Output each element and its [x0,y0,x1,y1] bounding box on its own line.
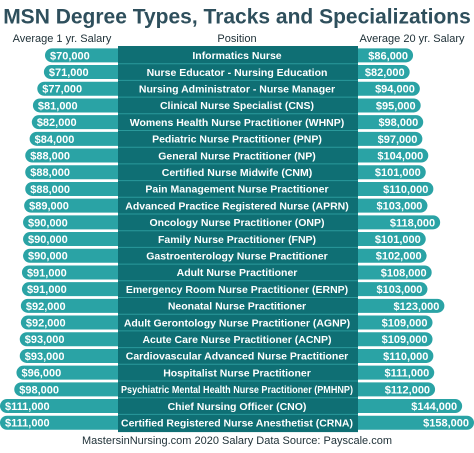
value-label: $82,000 [37,117,77,129]
value-label: $98,000 [378,117,418,129]
value-label: $118,000 [390,217,435,229]
category-label: Advanced Practice Registered Nurse (APRN… [125,200,349,212]
value-label: $97,000 [378,134,418,146]
category-label: Hospitalist Nurse Practitioner [163,367,311,379]
value-label: $93,000 [25,351,65,363]
value-label: $91,000 [27,267,67,279]
value-label: $101,000 [375,167,421,179]
value-label: $110,000 [383,184,428,196]
value-label: $111,000 [5,401,50,413]
category-label: Certified Nurse Midwife (CNM) [162,167,313,179]
legend-right: Average 20 yr. Salary [360,33,465,45]
category-label: Chief Nursing Officer (CNO) [168,401,307,413]
category-label: Emergency Room Nurse Practitioner (ERNP) [126,284,348,296]
value-label: $92,000 [26,317,66,329]
value-label: $90,000 [28,234,68,246]
value-label: $108,000 [381,267,427,279]
value-label: $92,000 [26,301,66,313]
category-label: Pediatric Nurse Practitioner (PNP) [152,134,322,146]
legend-left: Average 1 yr. Salary [13,33,112,45]
category-label: Certified Registered Nurse Anesthetist (… [121,418,353,430]
category-label: Oncology Nurse Practitioner (ONP) [149,217,324,229]
value-label: $88,000 [30,150,70,162]
value-label: $103,000 [377,284,423,296]
category-label: Womens Health Nurse Practitioner (WHNP) [130,117,345,129]
value-label: $112,000 [385,384,430,396]
value-label: $90,000 [28,217,68,229]
category-label: Pain Management Nurse Practitioner [145,184,328,196]
value-label: $144,000 [411,401,457,413]
value-label: $88,000 [30,167,70,179]
value-label: $81,000 [38,100,78,112]
value-label: $94,000 [375,84,415,96]
value-label: $90,000 [28,251,68,263]
category-label: Cardiovascular Advanced Nurse Practition… [126,351,349,363]
chart-title: MSN Degree Types, Tracks and Specializat… [3,6,471,29]
value-label: $110,000 [383,351,428,363]
category-label: Acute Care Nurse Practitioner (ACNP) [142,334,331,346]
category-label: Psychiatric Mental Health Nurse Practiti… [121,384,353,396]
value-label: $103,000 [377,201,423,213]
category-label: Adult Gerontology Nurse Practitioner (AG… [124,317,350,329]
value-label: $109,000 [382,317,428,329]
value-label: $96,000 [21,368,61,380]
value-label: $111,000 [385,368,430,380]
value-label: $109,000 [382,334,428,346]
category-label: Family Nurse Practitioner (FNP) [158,234,316,246]
value-label: $123,000 [393,301,439,313]
value-label: $102,000 [376,251,422,263]
category-label: Gastroenterology Nurse Practitioner [146,251,327,263]
value-label: $77,000 [42,84,82,96]
category-label: Nurse Educator - Nursing Education [147,67,328,79]
category-label: Adult Nurse Practitioner [177,267,298,279]
value-label: $82,000 [365,67,405,79]
value-label: $101,000 [375,234,421,246]
value-label: $71,000 [49,67,89,79]
source: MastersinNursing.com 2020 Salary Data So… [82,435,392,447]
value-label: $98,000 [19,384,59,396]
value-label: $88,000 [30,184,70,196]
value-label: $89,000 [29,201,69,213]
value-label: $158,000 [423,418,469,430]
value-label: $91,000 [27,284,67,296]
category-label: Clinical Nurse Specialist (CNS) [160,100,314,112]
value-label: $104,000 [377,150,423,162]
value-label: $95,000 [376,100,416,112]
value-label: $93,000 [25,334,65,346]
category-label: General Nurse Practitioner (NP) [158,150,316,162]
value-label: $111,000 [5,418,50,430]
value-label: $70,000 [50,50,90,62]
category-label: Neonatal Nurse Practitioner [168,301,306,313]
value-label: $84,000 [35,134,75,146]
column-header: Position [217,33,256,45]
center-band [118,46,358,433]
value-label: $86,000 [368,50,408,62]
category-label: Nursing Administrator - Nurse Manager [139,84,335,96]
category-label: Informatics Nurse [192,50,281,62]
